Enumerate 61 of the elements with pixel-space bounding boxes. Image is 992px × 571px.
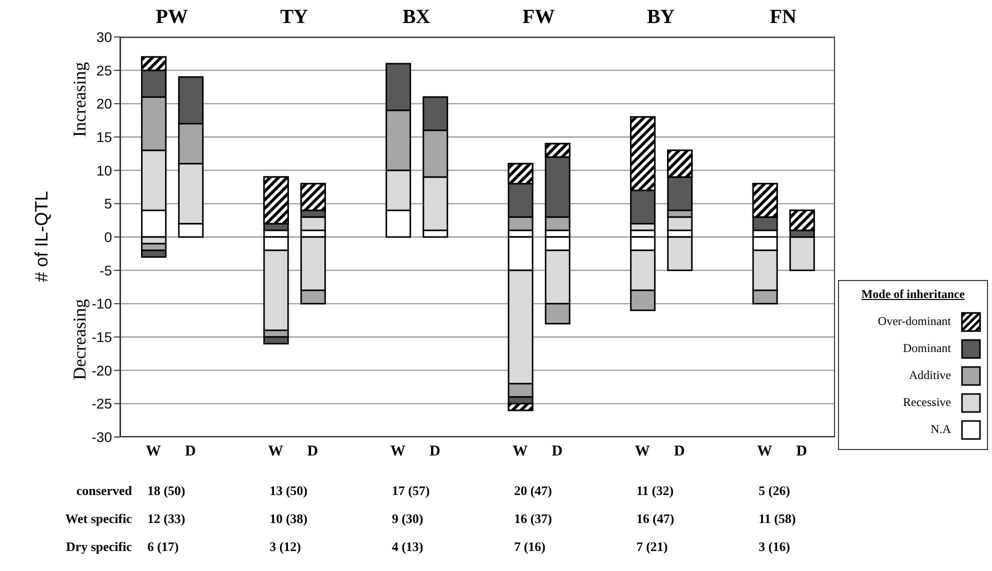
y-axis-title: # of IL-QTL (32, 190, 52, 284)
text: 17 (57) (392, 483, 430, 499)
text: 3 (16) (758, 539, 790, 555)
text: FW (522, 6, 556, 29)
legend-label: Recessive (903, 395, 951, 410)
y-tick-label: 5 (104, 196, 112, 212)
text: 12 (33) (147, 511, 186, 527)
x-tick-label: D (429, 444, 440, 460)
text: 13 (50) (270, 483, 308, 499)
x-tick-label: D (674, 444, 685, 460)
text: 7 (21) (636, 539, 668, 555)
x-tick-label: W (512, 444, 528, 460)
y-tick-label: -5 (100, 262, 112, 278)
x-tick-label: D (796, 444, 808, 460)
text: 11 (58) (758, 511, 796, 527)
text: Dry specific (64, 539, 132, 555)
text: 20 (47) (514, 483, 552, 499)
y-tick-label: -10 (92, 296, 112, 312)
text: Wet specific (64, 511, 132, 527)
y-tick-label: 20 (96, 96, 112, 112)
y-tick-label: 0 (104, 228, 112, 245)
x-tick-label: W (757, 444, 772, 460)
y-tick-label: -30 (92, 428, 112, 445)
legend-title: Mode of inheritance (860, 287, 966, 302)
y-tick-label: 10 (96, 162, 112, 178)
x-tick-label: W (268, 444, 284, 460)
text: FN (768, 6, 798, 29)
legend-label: Dominant (903, 341, 951, 356)
text: 16 (37) (514, 511, 552, 527)
y-tick-label: 25 (96, 62, 112, 78)
text: BX (401, 6, 432, 29)
legend-label: Additive (909, 368, 951, 383)
y-tick-label: 30 (96, 28, 112, 45)
y-tick-label: -20 (92, 362, 112, 378)
y-tick-label: -25 (92, 396, 112, 412)
text: 3 (12) (270, 539, 302, 555)
x-tick-label: W (390, 444, 406, 460)
text: Decreasing (70, 298, 90, 382)
legend-label: Over-dominant (878, 314, 951, 329)
x-tick-label: W (634, 444, 650, 460)
text: 7 (16) (514, 539, 546, 555)
text: 5 (26) (758, 483, 790, 499)
text: BY (646, 6, 676, 29)
x-tick-label: W (146, 444, 161, 460)
text: TY (279, 6, 309, 29)
text: 4 (13) (392, 539, 424, 555)
text: 16 (47) (636, 511, 674, 527)
text: conserved (75, 483, 132, 499)
text: 10 (38) (270, 511, 308, 527)
text: 18 (50) (147, 483, 186, 499)
text: 9 (30) (392, 511, 424, 527)
text: Increasing (70, 61, 90, 139)
x-tick-label: D (307, 444, 318, 460)
x-tick-label: D (552, 444, 563, 460)
x-tick-label: D (184, 444, 196, 460)
text: PW (154, 6, 189, 29)
legend-label: N.A (930, 422, 951, 437)
y-tick-label: -15 (92, 328, 112, 345)
text: 11 (32) (636, 483, 674, 499)
text: 6 (17) (147, 539, 179, 555)
y-tick-label: 15 (96, 128, 112, 145)
